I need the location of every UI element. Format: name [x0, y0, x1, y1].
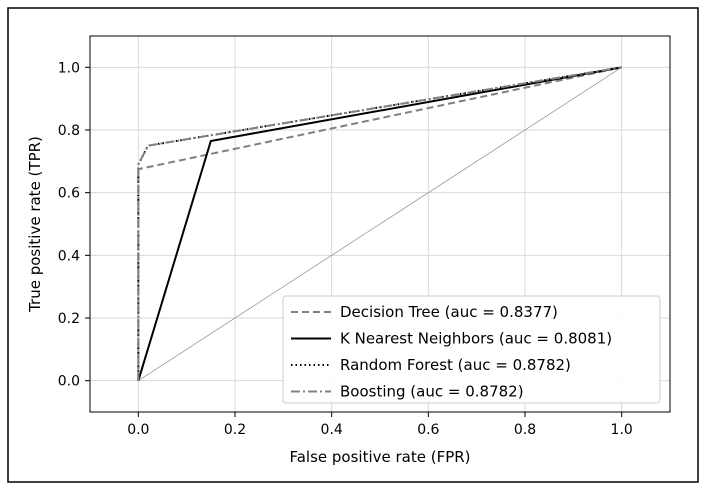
x-tick-label: 0.8 [514, 422, 536, 438]
legend-box [282, 295, 661, 404]
y-tick-label: 0.4 [58, 248, 80, 264]
x-tick-label: 0.6 [417, 422, 439, 438]
y-tick-label: 0.8 [58, 123, 80, 139]
legend-label-2: K Nearest Neighbors (auc = 0.8081) [340, 330, 612, 348]
legend-label-3: Random Forest (auc = 0.8782) [340, 356, 571, 374]
x-tick-label: 0.2 [224, 422, 246, 438]
x-tick-label: 1.0 [611, 422, 633, 438]
series-line-4 [137, 66, 622, 381]
axes-frame [89, 35, 671, 413]
legend: Decision Tree (auc = 0.8377) K Nearest Ne… [282, 295, 661, 404]
x-tick-label: 0.4 [321, 422, 343, 438]
legend-label-4: Boosting (auc = 0.8782) [340, 383, 524, 401]
y-tick-label: 0.6 [58, 186, 80, 202]
y-axis-label: True positive rate (TPR) [26, 136, 44, 313]
grid [90, 36, 670, 412]
x-axis-label: False positive rate (FPR) [289, 448, 470, 466]
legend-label-1: Decision Tree (auc = 0.8377) [340, 303, 558, 321]
y-tick-label: 0.0 [58, 374, 80, 390]
y-tick-label: 0.2 [58, 311, 80, 327]
plot-area [137, 66, 622, 382]
tick-marks: 0.0 0.2 0.4 0.6 0.8 1.0 0.0 0.2 0.4 0.6 0.8 1.0 [58, 60, 633, 438]
series-line-2 [137, 66, 622, 381]
y-tick-label: 1.0 [58, 60, 80, 76]
outer-border [7, 7, 699, 483]
chance-diagonal-line [138, 66, 622, 382]
x-tick-label: 0.0 [127, 422, 149, 438]
